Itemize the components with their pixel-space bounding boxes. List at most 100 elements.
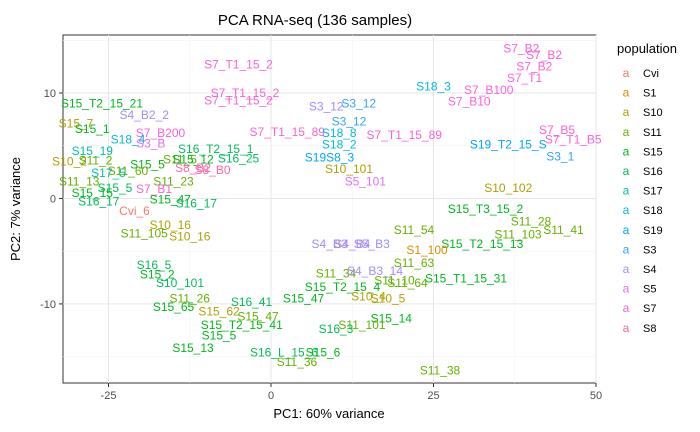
legend-key: a <box>623 203 630 217</box>
legend-label: S7 <box>643 303 656 315</box>
sample-label: S10_102 <box>484 181 532 195</box>
sample-label: S15_T2_15_21 <box>61 97 143 111</box>
sample-label: S17_5 <box>91 166 126 180</box>
legend-key: a <box>623 282 630 296</box>
sample-label: S15_19 <box>72 144 114 158</box>
sample-label: S3_B <box>136 137 165 151</box>
sample-label: S15_12 <box>172 152 214 166</box>
legend-key: a <box>623 144 630 158</box>
sample-label: S19S8_3 <box>305 150 355 164</box>
sample-label: S15_47 <box>283 292 325 306</box>
sample-label: S15_T2_15_4 <box>305 280 381 294</box>
legend-label: S17 <box>643 186 663 198</box>
sample-label: S7_T1_15_2 <box>204 93 273 107</box>
sample-label: S15_47 <box>237 310 279 324</box>
sample-label: S11_103 <box>494 227 541 241</box>
sample-label: S7_B200 <box>136 126 186 140</box>
sample-label: S11_26 <box>170 292 211 306</box>
legend-items: a Cvi a S1 a S10 a S11 a S15 a S16 a S17 a S18 a S19 a S3 a S… <box>623 66 663 335</box>
sample-label: S15_6 <box>306 345 341 359</box>
sample-label: S11_36 <box>277 355 318 369</box>
sample-label: S18_2 <box>322 138 357 152</box>
sample-label: S16_25 <box>218 151 260 165</box>
sample-label: S7_B5 <box>539 123 575 137</box>
sample-label: S4_B3 <box>311 237 347 251</box>
x-tick-label: 0 <box>268 390 274 402</box>
sample-label: S3_12 <box>341 97 376 111</box>
sample-label: S4_B3_14 <box>347 264 403 278</box>
legend-label: S1 <box>643 88 656 100</box>
sample-label: S7_B10 <box>448 94 491 108</box>
legend-label: S3 <box>643 244 656 256</box>
sample-label: S16_3 <box>319 322 354 336</box>
x-tick-label: -25 <box>101 390 117 402</box>
sample-label: S15_15 <box>72 186 114 200</box>
sample-label: S10_101 <box>325 162 373 176</box>
sample-label: S16_17 <box>176 197 218 211</box>
sample-label: S15_T2_15_41 <box>201 318 283 332</box>
sample-label: S16_5 <box>137 258 172 272</box>
sample-label: S7_B100 <box>464 83 514 97</box>
sample-label: S11_105 <box>121 226 168 240</box>
legend-key: a <box>623 86 630 100</box>
sample-label: S3_12 <box>332 114 367 128</box>
sample-label: S1_100 <box>406 243 448 257</box>
sample-label: S11_63 <box>394 256 435 270</box>
sample-label: S16_41 <box>231 295 273 309</box>
sample-label: S11_64 <box>387 276 428 290</box>
sample-label: S7_T1_15_2 <box>204 58 273 72</box>
sample-label: S11_38 <box>420 363 461 377</box>
sample-label: S15_7 <box>59 117 94 131</box>
sample-label: S3_12 <box>309 100 344 114</box>
sample-label: S15_2 <box>140 267 175 281</box>
legend-key: a <box>623 105 630 119</box>
sample-label: S7_T1_15_89 <box>250 125 326 139</box>
sample-label: S15_5 <box>130 158 165 172</box>
y-axis-label: PC2: 7% variance <box>8 157 23 261</box>
sample-label: S15_1 <box>75 122 110 136</box>
sample-label: S11_13 <box>59 175 100 189</box>
legend-label: S19 <box>643 225 663 237</box>
sample-label: S7_B1 <box>136 182 172 196</box>
sample-label: S10_4 <box>351 290 386 304</box>
sample-label: S15_14 <box>371 312 413 326</box>
sample-label: S18_3 <box>416 80 451 94</box>
sample-label: S11_28 <box>511 215 552 229</box>
sample-label: S19_T2_15_S <box>470 138 547 152</box>
sample-label: S10_2 <box>52 155 87 169</box>
sample-label: S11_5 <box>163 152 197 166</box>
y-tick-label: 0 <box>50 193 56 205</box>
sample-label: S5_B3 <box>354 237 390 251</box>
x-axis-ticks: -25 0 25 50 <box>101 383 602 402</box>
sample-label: S7_T1_B5 <box>545 132 602 146</box>
sample-label: S7_B2 <box>503 42 539 56</box>
sample-label: S3_1 <box>546 149 574 163</box>
legend-key: a <box>623 125 630 139</box>
sample-label: S11_101 <box>338 318 385 332</box>
legend-key: a <box>623 184 630 198</box>
legend-key: a <box>623 223 630 237</box>
sample-label: S11_23 <box>153 175 194 189</box>
sample-label: S15_13 <box>172 341 214 355</box>
sample-label: S10_16 <box>150 218 192 232</box>
legend-key: a <box>623 66 630 80</box>
sample-label: S11_2 <box>79 153 113 167</box>
sample-label: S15_5 <box>202 329 237 343</box>
sample-label: S10_101 <box>156 276 204 290</box>
legend-label: S15 <box>643 146 663 158</box>
sample-label: S11_34 <box>316 266 357 280</box>
sample-label: S11_60 <box>108 164 149 178</box>
sample-label: S11_41 <box>543 223 584 237</box>
legend-label: S5 <box>643 284 656 296</box>
sample-label: S15_65 <box>153 300 195 314</box>
sample-label: S7_T1 <box>507 71 543 85</box>
x-axis-label: PC1: 60% variance <box>273 406 384 421</box>
sample-label: S7_B2 <box>526 48 562 62</box>
sample-label: S8_B2 <box>175 161 211 175</box>
legend-label: S11 <box>643 127 662 139</box>
chart-title: PCA RNA-seq (136 samples) <box>218 12 412 29</box>
sample-label: S7_B2 <box>516 60 552 74</box>
sample-label: S16_17 <box>78 195 120 209</box>
y-axis-ticks: -10 0 10 <box>40 88 63 311</box>
